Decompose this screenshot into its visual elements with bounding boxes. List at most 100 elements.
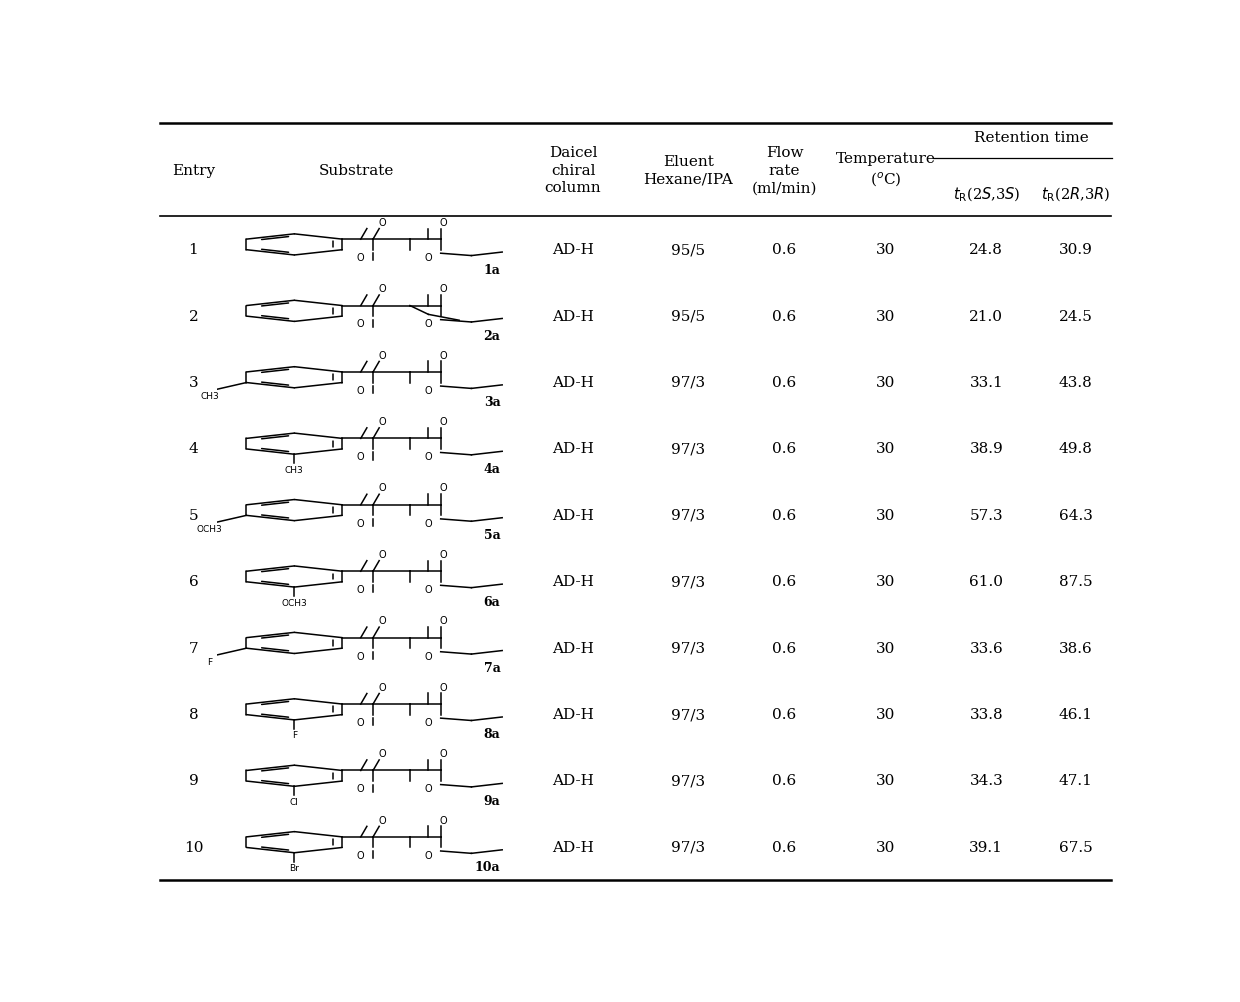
Text: 24.5: 24.5	[1059, 310, 1092, 324]
Text: $\it{t}_\mathrm{R}$(2$\it{S}$,3$\it{S}$): $\it{t}_\mathrm{R}$(2$\it{S}$,3$\it{S}$)	[952, 186, 1021, 204]
Text: AD-H: AD-H	[552, 376, 594, 390]
Text: O: O	[424, 320, 433, 329]
Text: O: O	[424, 651, 433, 661]
Text: O: O	[378, 217, 386, 227]
Text: CH3: CH3	[200, 392, 219, 401]
Text: 30: 30	[875, 242, 895, 257]
Text: 8a: 8a	[484, 727, 501, 740]
Text: Temperature
($^{o}$C): Temperature ($^{o}$C)	[836, 152, 935, 189]
Text: 30: 30	[875, 707, 895, 721]
Text: 5: 5	[188, 508, 198, 522]
Text: 0.6: 0.6	[773, 840, 796, 854]
Text: 2a: 2a	[484, 330, 501, 343]
Text: 33.6: 33.6	[970, 641, 1003, 655]
Text: O: O	[378, 417, 386, 427]
Text: Eluent
Hexane/IPA: Eluent Hexane/IPA	[644, 154, 733, 186]
Text: Daicel
chiral
column: Daicel chiral column	[544, 145, 601, 195]
Text: 7a: 7a	[484, 661, 501, 674]
Text: O: O	[424, 850, 433, 860]
Text: 33.1: 33.1	[970, 376, 1003, 390]
Text: 30.9: 30.9	[1059, 242, 1092, 257]
Text: 38.9: 38.9	[970, 442, 1003, 456]
Text: AD-H: AD-H	[552, 242, 594, 257]
Text: O: O	[440, 483, 448, 493]
Text: O: O	[440, 815, 448, 825]
Text: 97/3: 97/3	[671, 840, 706, 854]
Text: O: O	[424, 584, 433, 594]
Text: 30: 30	[875, 310, 895, 324]
Text: 39.1: 39.1	[970, 840, 1003, 854]
Text: 3a: 3a	[484, 396, 501, 409]
Text: 97/3: 97/3	[671, 508, 706, 522]
Text: F: F	[291, 730, 296, 739]
Text: O: O	[357, 850, 365, 860]
Text: O: O	[357, 452, 365, 462]
Text: 47.1: 47.1	[1059, 774, 1092, 788]
Text: 0.6: 0.6	[773, 242, 796, 257]
Text: F: F	[207, 657, 212, 666]
Text: O: O	[378, 549, 386, 559]
Text: OCH3: OCH3	[197, 525, 222, 534]
Text: 6: 6	[188, 574, 198, 588]
Text: 30: 30	[875, 641, 895, 655]
Text: O: O	[440, 549, 448, 559]
Text: 30: 30	[875, 442, 895, 456]
Text: 9: 9	[188, 774, 198, 788]
Text: 95/5: 95/5	[671, 242, 706, 257]
Text: 33.8: 33.8	[970, 707, 1003, 721]
Text: O: O	[357, 253, 365, 263]
Text: 46.1: 46.1	[1059, 707, 1092, 721]
Text: O: O	[424, 386, 433, 396]
Text: 0.6: 0.6	[773, 376, 796, 390]
Text: 0.6: 0.6	[773, 707, 796, 721]
Text: O: O	[424, 518, 433, 528]
Text: O: O	[357, 717, 365, 727]
Text: 30: 30	[875, 376, 895, 390]
Text: O: O	[357, 584, 365, 594]
Text: 0.6: 0.6	[773, 508, 796, 522]
Text: 57.3: 57.3	[970, 508, 1003, 522]
Text: O: O	[440, 217, 448, 227]
Text: O: O	[424, 784, 433, 794]
Text: 30: 30	[875, 774, 895, 788]
Text: O: O	[440, 748, 448, 759]
Text: Flow
rate
(ml/min): Flow rate (ml/min)	[751, 145, 817, 195]
Text: 10: 10	[184, 840, 203, 854]
Text: AD-H: AD-H	[552, 707, 594, 721]
Text: Substrate: Substrate	[319, 163, 394, 177]
Text: O: O	[378, 483, 386, 493]
Text: O: O	[440, 682, 448, 692]
Text: 0.6: 0.6	[773, 442, 796, 456]
Text: 34.3: 34.3	[970, 774, 1003, 788]
Text: O: O	[357, 320, 365, 329]
Text: 95/5: 95/5	[671, 310, 706, 324]
Text: O: O	[440, 284, 448, 294]
Text: 1a: 1a	[484, 264, 501, 277]
Text: O: O	[357, 784, 365, 794]
Text: 0.6: 0.6	[773, 574, 796, 588]
Text: 97/3: 97/3	[671, 442, 706, 456]
Text: O: O	[357, 518, 365, 528]
Text: CH3: CH3	[285, 465, 304, 474]
Text: O: O	[357, 651, 365, 661]
Text: O: O	[440, 417, 448, 427]
Text: 97/3: 97/3	[671, 376, 706, 390]
Text: O: O	[357, 386, 365, 396]
Text: OCH3: OCH3	[281, 598, 308, 607]
Text: O: O	[378, 682, 386, 692]
Text: 64.3: 64.3	[1059, 508, 1092, 522]
Text: 30: 30	[875, 840, 895, 854]
Text: O: O	[424, 717, 433, 727]
Text: AD-H: AD-H	[552, 574, 594, 588]
Text: AD-H: AD-H	[552, 310, 594, 324]
Text: Cl: Cl	[290, 798, 299, 806]
Text: AD-H: AD-H	[552, 442, 594, 456]
Text: $\it{t}_\mathrm{R}$(2$\it{R}$,3$\it{R}$): $\it{t}_\mathrm{R}$(2$\it{R}$,3$\it{R}$)	[1042, 186, 1110, 204]
Text: 97/3: 97/3	[671, 574, 706, 588]
Text: Retention time: Retention time	[973, 131, 1089, 145]
Text: 67.5: 67.5	[1059, 840, 1092, 854]
Text: Entry: Entry	[172, 163, 215, 177]
Text: O: O	[378, 748, 386, 759]
Text: 97/3: 97/3	[671, 641, 706, 655]
Text: O: O	[378, 615, 386, 625]
